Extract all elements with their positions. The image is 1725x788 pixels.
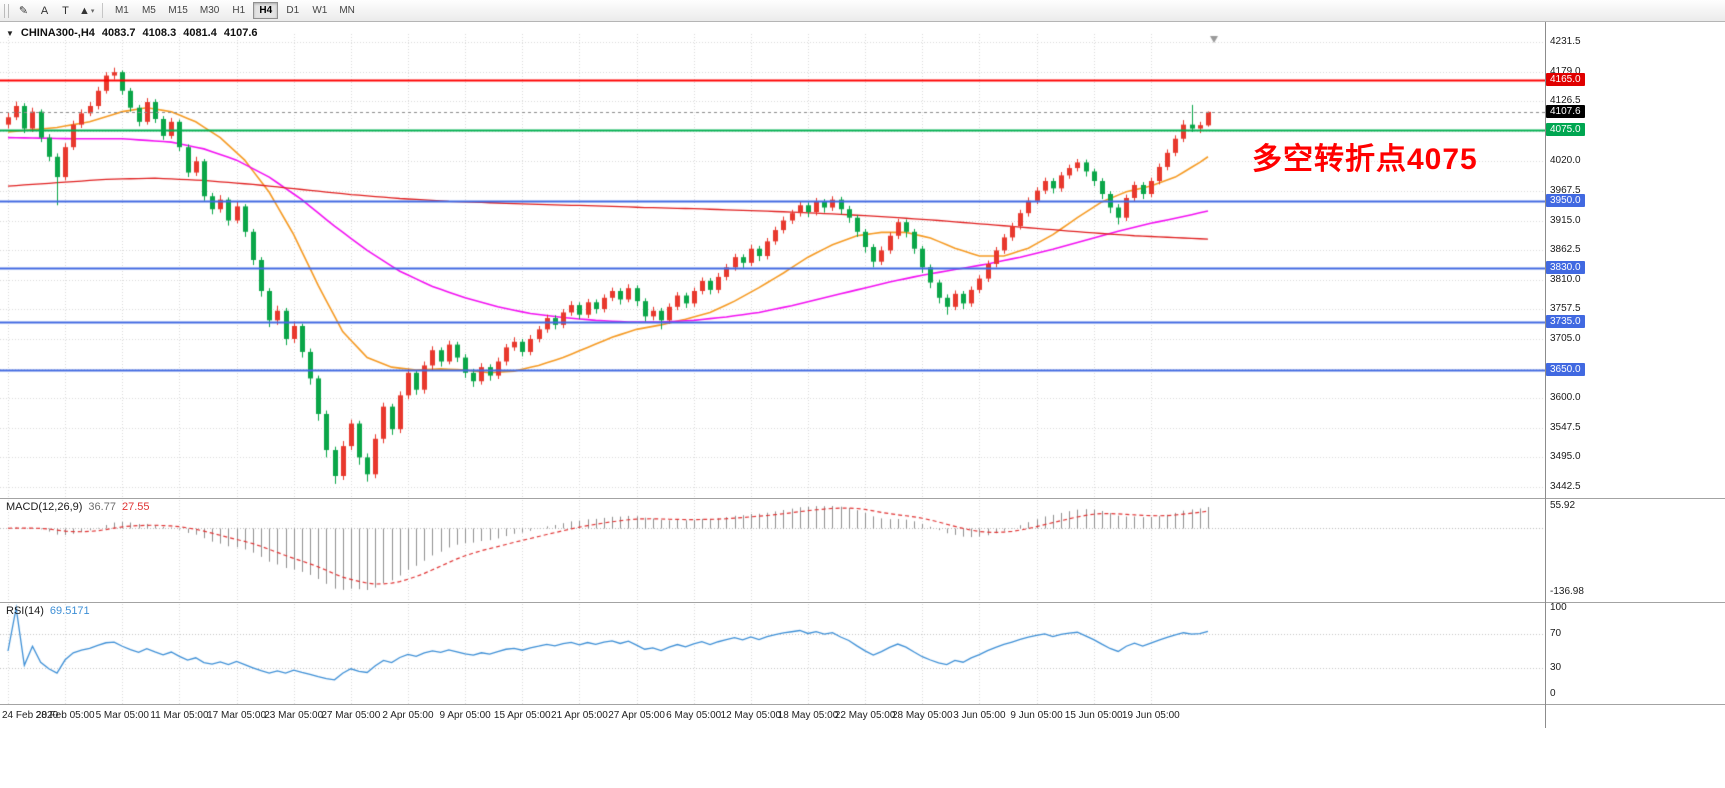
rsi-indicator-name: RSI(14) [6, 605, 44, 617]
dropdown-caret-icon: ▾ [90, 7, 95, 15]
ohlc-low-value: 4081.4 [183, 27, 217, 39]
timeframe-button-m1[interactable]: M1 [114, 5, 129, 16]
toolbar: ✎ A T ▲ ▾ M1 M5 M15 M30 H1 H4 D1 W1 MN [0, 0, 1725, 22]
timeframe-button-mn[interactable]: MN [339, 5, 355, 16]
rsi-panel-separator[interactable] [0, 602, 1725, 603]
textframe-tool-icon[interactable]: T [62, 4, 69, 17]
time-axis-label-12: 6 May 05:00 [666, 710, 722, 721]
timeframe-button-m30[interactable]: M30 [199, 5, 220, 16]
price-axis-label-3967.5: 3967.5 [1550, 184, 1581, 196]
chart-annotation-text[interactable]: 多空转折点4075 [1252, 143, 1478, 176]
ohlc-close-value: 4107.6 [223, 27, 258, 39]
price-axis-label-3495.0: 3495.0 [1550, 451, 1581, 463]
price-axis-label-3757.5: 3757.5 [1550, 303, 1581, 315]
time-axis-label-14: 18 May 05:00 [777, 710, 839, 721]
macd-axis-label-min: -136.98 [1550, 586, 1584, 597]
macd-main-value: 36.77 [88, 501, 116, 513]
chart-symbol-label: CHINA300-,H4 [20, 27, 95, 39]
macd-indicator-name: MACD(12,26,9) [6, 501, 83, 513]
time-axis-label-4: 17 Mar 05:00 [207, 710, 267, 721]
macd-axis-label-max: 55.92 [1550, 500, 1576, 511]
price-badge-3650.0: 3650.0 [1546, 362, 1585, 376]
draw-tools-group: ✎ A T ▲ ▾ [13, 2, 97, 20]
price-axis-label-3600.0: 3600.0 [1550, 392, 1581, 404]
rsi-axis-label-0: 0 [1550, 688, 1556, 699]
symbol-dropdown-marker[interactable]: ▼ [6, 28, 14, 38]
time-axis-label-11: 27 Apr 05:00 [608, 710, 665, 721]
macd-axis[interactable]: 55.92 -136.98 [1546, 498, 1725, 602]
ohlc-high-value: 4108.3 [142, 27, 177, 39]
rsi-label: RSI(14) 69.5171 [6, 605, 90, 617]
ohlc-open-value: 4083.7 [101, 27, 136, 39]
price-badge-3830.0: 3830.0 [1546, 261, 1585, 275]
time-axis-label-19: 15 Jun 05:00 [1064, 710, 1123, 721]
timeframe-button-m5[interactable]: M5 [141, 5, 156, 16]
rsi-value: 69.5171 [49, 605, 90, 617]
price-axis-label-4231.5: 4231.5 [1550, 36, 1581, 47]
time-axis-label-2: 5 Mar 05:00 [95, 710, 149, 721]
time-axis[interactable]: 24 Feb 2020 28 Feb 05:00 5 Mar 05:00 11 Mar… [0, 704, 1725, 728]
shapes-tool-icon[interactable]: ▲ ▾ [79, 4, 95, 17]
timeframe-button-h4[interactable]: H4 [253, 2, 279, 19]
price-axis-label-4020.0: 4020.0 [1550, 155, 1581, 167]
chart-header: ▼ CHINA300-,H4 4083.7 4108.3 4081.4 4107… [6, 27, 258, 39]
time-axis-label-16: 28 May 05:00 [891, 710, 953, 721]
price-axis[interactable]: 4231.5 4179.0 4126.5 4020.0 3967.5 3915.0 3862… [1546, 22, 1725, 498]
main-chart-canvas[interactable] [0, 22, 1545, 498]
time-axis-label-17: 3 Jun 05:00 [953, 710, 1006, 721]
price-axis-label-3547.5: 3547.5 [1550, 421, 1581, 433]
timeframe-button-h1[interactable]: H1 [232, 5, 246, 16]
rsi-axis-label-100: 100 [1550, 602, 1567, 613]
time-axis-label-7: 2 Apr 05:00 [382, 710, 434, 721]
macd-label: MACD(12,26,9) 36.77 27.55 [6, 501, 149, 513]
timeframe-button-d1[interactable]: D1 [286, 5, 300, 16]
time-axis-label-20: 19 Jun 05:00 [1121, 710, 1180, 721]
price-axis-label-3705.0: 3705.0 [1550, 332, 1581, 344]
time-axis-label-0: 24 Feb 2020 [2, 710, 59, 721]
price-badge-3950.0: 3950.0 [1546, 193, 1585, 207]
macd-canvas[interactable] [0, 498, 1545, 602]
text-tool-icon[interactable]: A [40, 4, 49, 17]
toolbar-drag-handle[interactable] [4, 3, 9, 18]
time-axis-label-3: 11 Mar 05:00 [150, 710, 209, 721]
price-axis-label-3810.0: 3810.0 [1550, 273, 1581, 285]
timeframe-group: M1 M5 M15 M30 H1 H4 D1 W1 MN [108, 2, 360, 19]
price-axis-label-3862.5: 3862.5 [1550, 244, 1581, 256]
price-badge-4075.0: 4075.0 [1546, 123, 1585, 137]
time-axis-label-13: 12 May 05:00 [720, 710, 782, 721]
time-axis-label-8: 9 Apr 05:00 [439, 710, 491, 721]
price-badge-4107.6: 4107.6 [1546, 104, 1585, 118]
price-badge-3735.0: 3735.0 [1546, 315, 1585, 329]
price-axis-label-3915.0: 3915.0 [1550, 214, 1581, 226]
macd-panel-separator[interactable] [0, 498, 1725, 499]
toolbar-separator [102, 3, 104, 18]
rsi-canvas[interactable] [0, 602, 1545, 704]
rsi-axis-label-70: 70 [1550, 627, 1562, 639]
price-axis-label-4126.5: 4126.5 [1550, 95, 1581, 107]
time-axis-label-5: 23 Mar 05:00 [264, 710, 324, 721]
time-axis-label-6: 27 Mar 05:00 [321, 710, 381, 721]
price-axis-label-3442.5: 3442.5 [1550, 481, 1581, 492]
price-axis-border [1545, 22, 1546, 728]
time-axis-label-15: 22 May 05:00 [834, 710, 896, 721]
time-axis-label-10: 21 Apr 05:00 [551, 710, 608, 721]
time-axis-label-1: 28 Feb 05:00 [35, 710, 95, 721]
rsi-axis[interactable]: 100 70 30 0 [1546, 602, 1725, 704]
pencil-tool-icon[interactable]: ✎ [18, 5, 29, 17]
price-badge-4165.0: 4165.0 [1546, 72, 1585, 86]
macd-signal-value: 27.55 [121, 501, 150, 513]
time-axis-label-18: 9 Jun 05:00 [1010, 710, 1063, 721]
timeframe-button-m15[interactable]: M15 [168, 5, 188, 16]
price-axis-label-4179.0: 4179.0 [1550, 65, 1581, 77]
time-axis-label-9: 15 Apr 05:00 [493, 710, 551, 721]
rsi-axis-label-30: 30 [1550, 662, 1562, 674]
timeframe-button-w1[interactable]: W1 [312, 5, 328, 16]
